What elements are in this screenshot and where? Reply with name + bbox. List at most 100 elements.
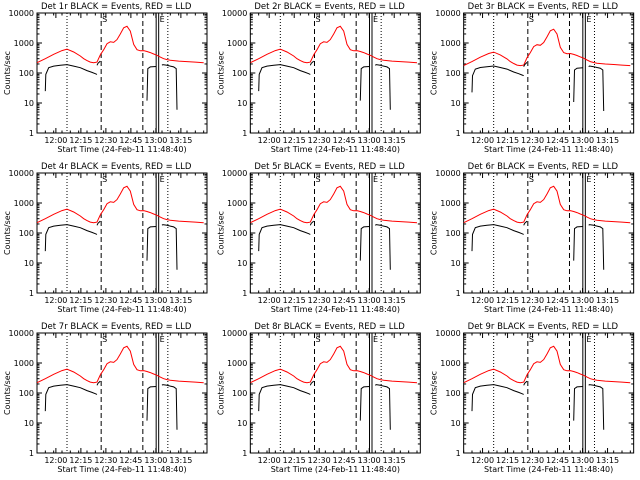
y-tick-label: 100 [19,389,34,398]
events-series-line [96,60,101,66]
marker-label: S [529,335,534,344]
events-series-line [523,220,528,226]
y-tick-label: 100 [232,389,247,398]
y-tick-label: 10 [24,99,34,108]
y-axis-label: Counts/sec [430,371,439,415]
panel-5: Det 5r BLACK = Events, RED = LLD 1 10 100 10… [216,162,421,314]
x-tick-label: 12:30 [94,136,117,145]
events-series-line [161,64,178,110]
events-series-line [258,384,311,412]
events-series-line [374,384,391,430]
y-tick-label: 100 [445,229,460,238]
marker-label: E [160,15,165,24]
events-series-line [258,64,311,92]
events-series-line [258,224,311,252]
y-tick-label: 100 [19,229,34,238]
panel-title: Det 4r BLACK = Events, RED = LLD [41,162,192,172]
y-tick-label: 1000 [227,359,247,368]
y-axis-label: Counts/sec [3,211,12,255]
lld-series-line [463,345,631,384]
y-tick-label: 1000 [227,39,247,48]
y-axis-label: Counts/sec [216,51,225,95]
marker-label: E [586,15,591,24]
x-tick-label: 12:30 [308,296,331,305]
x-tick-label: 12:30 [308,136,331,145]
x-tick-label: 12:45 [333,296,356,305]
events-series-line [161,384,178,430]
lld-series-line [250,185,418,224]
x-tick-label: 12:00 [44,136,67,145]
y-tick-label: 10 [237,259,247,268]
x-tick-label: 13:15 [596,296,619,305]
y-tick-label: 10 [24,419,34,428]
x-tick-label: 13:15 [596,456,619,465]
events-series-line [573,226,583,261]
events-series-line [44,224,98,252]
panel-title: Det 5r BLACK = Events, RED = LLD [254,162,405,172]
events-series-line [146,66,157,101]
panel-title: Det 2r BLACK = Events, RED = LLD [254,2,405,12]
y-tick-label: 1000 [14,39,34,48]
x-tick-label: 13:00 [144,296,167,305]
marker-label: E [373,335,378,344]
x-tick-label: 13:00 [571,136,594,145]
x-tick-label: 13:15 [383,296,406,305]
lld-series-line [250,345,418,384]
events-series-line [146,226,157,261]
x-tick-label: 12:45 [119,456,142,465]
series-group [37,345,204,430]
y-tick-label: 1 [456,289,461,298]
y-tick-label: 10 [450,259,460,268]
x-tick-label: 12:30 [94,456,117,465]
events-series-line [523,62,528,67]
panel-title: Det 9r BLACK = Events, RED = LLD [468,322,619,332]
x-tick-label: 13:00 [571,296,594,305]
series-group [37,25,204,110]
x-tick-label: 12:00 [44,456,67,465]
y-tick-label: 10 [450,99,460,108]
y-tick-label: 10000 [222,169,247,178]
x-tick-label: 12:45 [546,456,569,465]
x-tick-label: 12:45 [546,296,569,305]
marker-label: S [102,15,107,24]
y-tick-label: 1000 [227,199,247,208]
series-group [37,185,204,270]
events-series-line [359,66,370,101]
events-series-line [146,386,157,421]
y-tick-label: 1 [29,289,34,298]
panel-title: Det 8r BLACK = Events, RED = LLD [254,322,405,332]
x-tick-label: 12:15 [496,296,519,305]
events-series-line [44,64,98,92]
x-axis-label: Start Time (24-Feb-11 11:48:40) [484,305,613,314]
series-group [463,345,631,430]
y-tick-label: 10 [450,419,460,428]
panel-4: Det 4r BLACK = Events, RED = LLD 1 10 100 10… [3,162,208,314]
x-tick-label: 13:15 [596,136,619,145]
events-series-line [588,224,605,270]
y-tick-label: 10000 [9,9,34,18]
panel-6: Det 6r BLACK = Events, RED = LLD 1 10 100 10… [430,162,635,314]
events-series-line [588,65,605,112]
y-tick-label: 10000 [9,169,34,178]
x-tick-label: 13:00 [358,296,381,305]
x-tick-label: 12:00 [44,296,67,305]
x-tick-label: 13:15 [383,456,406,465]
y-axis-label: Counts/sec [3,51,12,95]
x-tick-label: 12:45 [333,136,356,145]
lld-series-line [37,345,204,384]
events-series-line [471,65,524,93]
panel-2: Det 2r BLACK = Events, RED = LLD 1 10 100 10… [216,2,421,154]
events-series-line [471,384,524,412]
panel-8: Det 8r BLACK = Events, RED = LLD 1 10 100 10… [216,322,421,474]
panel-1: Det 1r BLACK = Events, RED = LLD 1 10 100 10… [3,2,208,154]
y-tick-label: 1000 [440,39,460,48]
x-tick-label: 12:30 [521,136,544,145]
x-tick-label: 12:15 [283,456,306,465]
y-axis-label: Counts/sec [216,371,225,415]
x-axis-label: Start Time (24-Feb-11 11:48:40) [271,465,400,474]
y-axis-label: Counts/sec [3,371,12,415]
y-tick-label: 1 [456,129,461,138]
y-tick-label: 10000 [222,9,247,18]
y-tick-label: 1 [242,129,247,138]
lld-series-line [463,28,631,67]
